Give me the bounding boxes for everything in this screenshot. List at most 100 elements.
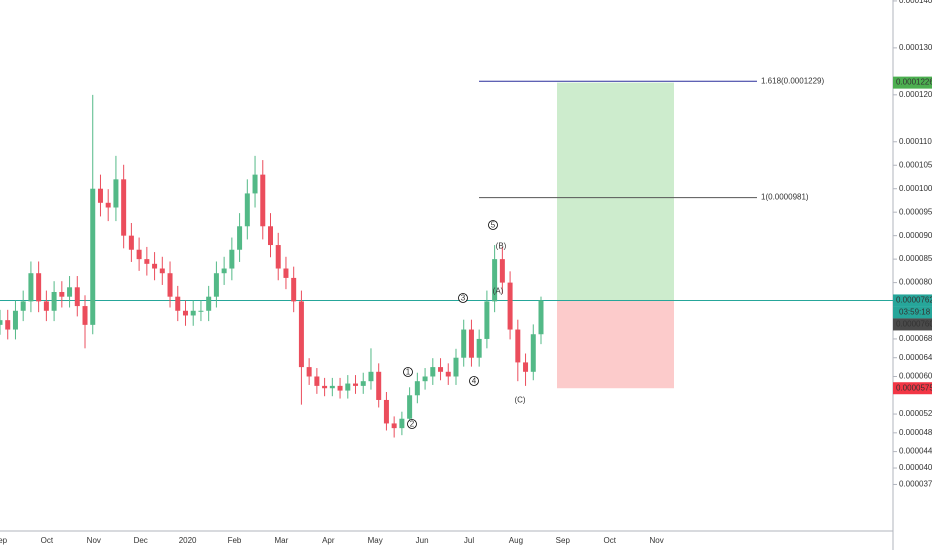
x-tick-label: Apr <box>322 536 335 545</box>
candle-body <box>538 300 544 335</box>
candle-body <box>90 188 96 325</box>
candle-body <box>268 226 273 246</box>
wave-label: 3 <box>461 294 466 303</box>
candle-body <box>82 306 88 325</box>
x-tick-label: Feb <box>228 536 242 545</box>
candle-body <box>105 202 111 208</box>
candle-body <box>515 329 521 363</box>
wave-label: 5 <box>491 221 496 230</box>
profit-zone <box>557 82 674 301</box>
candle-body <box>260 174 266 227</box>
candle-body <box>422 376 428 382</box>
candle-body <box>283 268 289 278</box>
y-tick-label: 0.0000405 <box>899 463 932 472</box>
candle-body <box>221 268 227 274</box>
wave-label: 2 <box>410 420 415 429</box>
countdown-text: 03:59:18 <box>899 308 931 317</box>
x-tick-label: Nov <box>649 536 663 545</box>
fib-label: 1(0.0000981) <box>761 193 809 202</box>
wave-label: 4 <box>472 377 477 386</box>
candle-body <box>306 367 312 377</box>
candle-body <box>314 376 320 386</box>
wave-label: (B) <box>496 242 507 251</box>
candle-body <box>144 259 150 264</box>
candle-body <box>360 381 366 386</box>
current-price-text: 0.0000762 <box>896 296 932 305</box>
candle-body <box>59 291 65 297</box>
wave-circle <box>403 367 413 377</box>
x-tick-label: Sep <box>556 536 571 545</box>
candle-body <box>159 268 165 274</box>
wave-label: (C) <box>514 396 525 405</box>
candle-body <box>298 301 304 368</box>
candle-body <box>430 367 436 377</box>
candle-body <box>329 385 335 389</box>
candle-body <box>383 399 389 424</box>
candle-body <box>0 320 3 325</box>
candle-body <box>121 179 127 236</box>
target-price-box <box>893 76 932 89</box>
stop-price-text: 0.0000575 <box>896 383 932 392</box>
last-price-box <box>893 318 932 331</box>
candle-body <box>275 245 281 269</box>
x-tick-label: Aug <box>509 536 523 545</box>
candle-body <box>182 310 188 316</box>
candle-body <box>476 338 482 358</box>
x-tick-label: Mar <box>275 536 289 545</box>
candle-body <box>229 249 235 269</box>
x-tick-label: Sep <box>0 536 8 545</box>
candle-body <box>152 263 158 269</box>
candle-body <box>322 385 328 389</box>
candle-body <box>113 179 119 208</box>
candle-body <box>244 193 250 227</box>
candle-body <box>376 371 382 400</box>
candle-body <box>213 273 219 297</box>
candle-body <box>206 296 212 311</box>
candle-body <box>391 423 397 429</box>
candle-body <box>461 329 467 358</box>
candle-body <box>530 334 536 372</box>
candle-body <box>74 287 80 307</box>
countdown-box <box>893 306 932 319</box>
candle-body <box>353 383 359 386</box>
wave-label: (A) <box>493 287 504 296</box>
candle-body <box>438 367 444 372</box>
last-price-text: 0.0000760 <box>896 320 932 329</box>
candle-body <box>468 329 474 358</box>
loss-zone <box>557 300 674 389</box>
candle-body <box>484 301 490 339</box>
candle-body <box>345 383 351 391</box>
candle-body <box>175 296 181 311</box>
candle-body <box>337 385 343 391</box>
x-tick-label: Nov <box>87 536 101 545</box>
x-tick-label: Oct <box>603 536 616 545</box>
y-tick-label: 0.0000370 <box>899 480 932 489</box>
wave-circle <box>469 376 479 386</box>
wave-circle <box>488 220 498 230</box>
x-tick-label: Jun <box>416 536 429 545</box>
stop-price-box <box>893 382 932 395</box>
x-tick-label: May <box>368 536 383 545</box>
candle-body <box>368 371 374 382</box>
wave-circle <box>458 293 468 303</box>
x-tick-label: 2020 <box>179 536 197 545</box>
target-price-text: 0.0001226 <box>896 78 932 87</box>
candle-body <box>20 301 26 311</box>
candle-body <box>190 310 196 316</box>
candle-body <box>492 259 498 302</box>
candle-body <box>499 259 505 283</box>
